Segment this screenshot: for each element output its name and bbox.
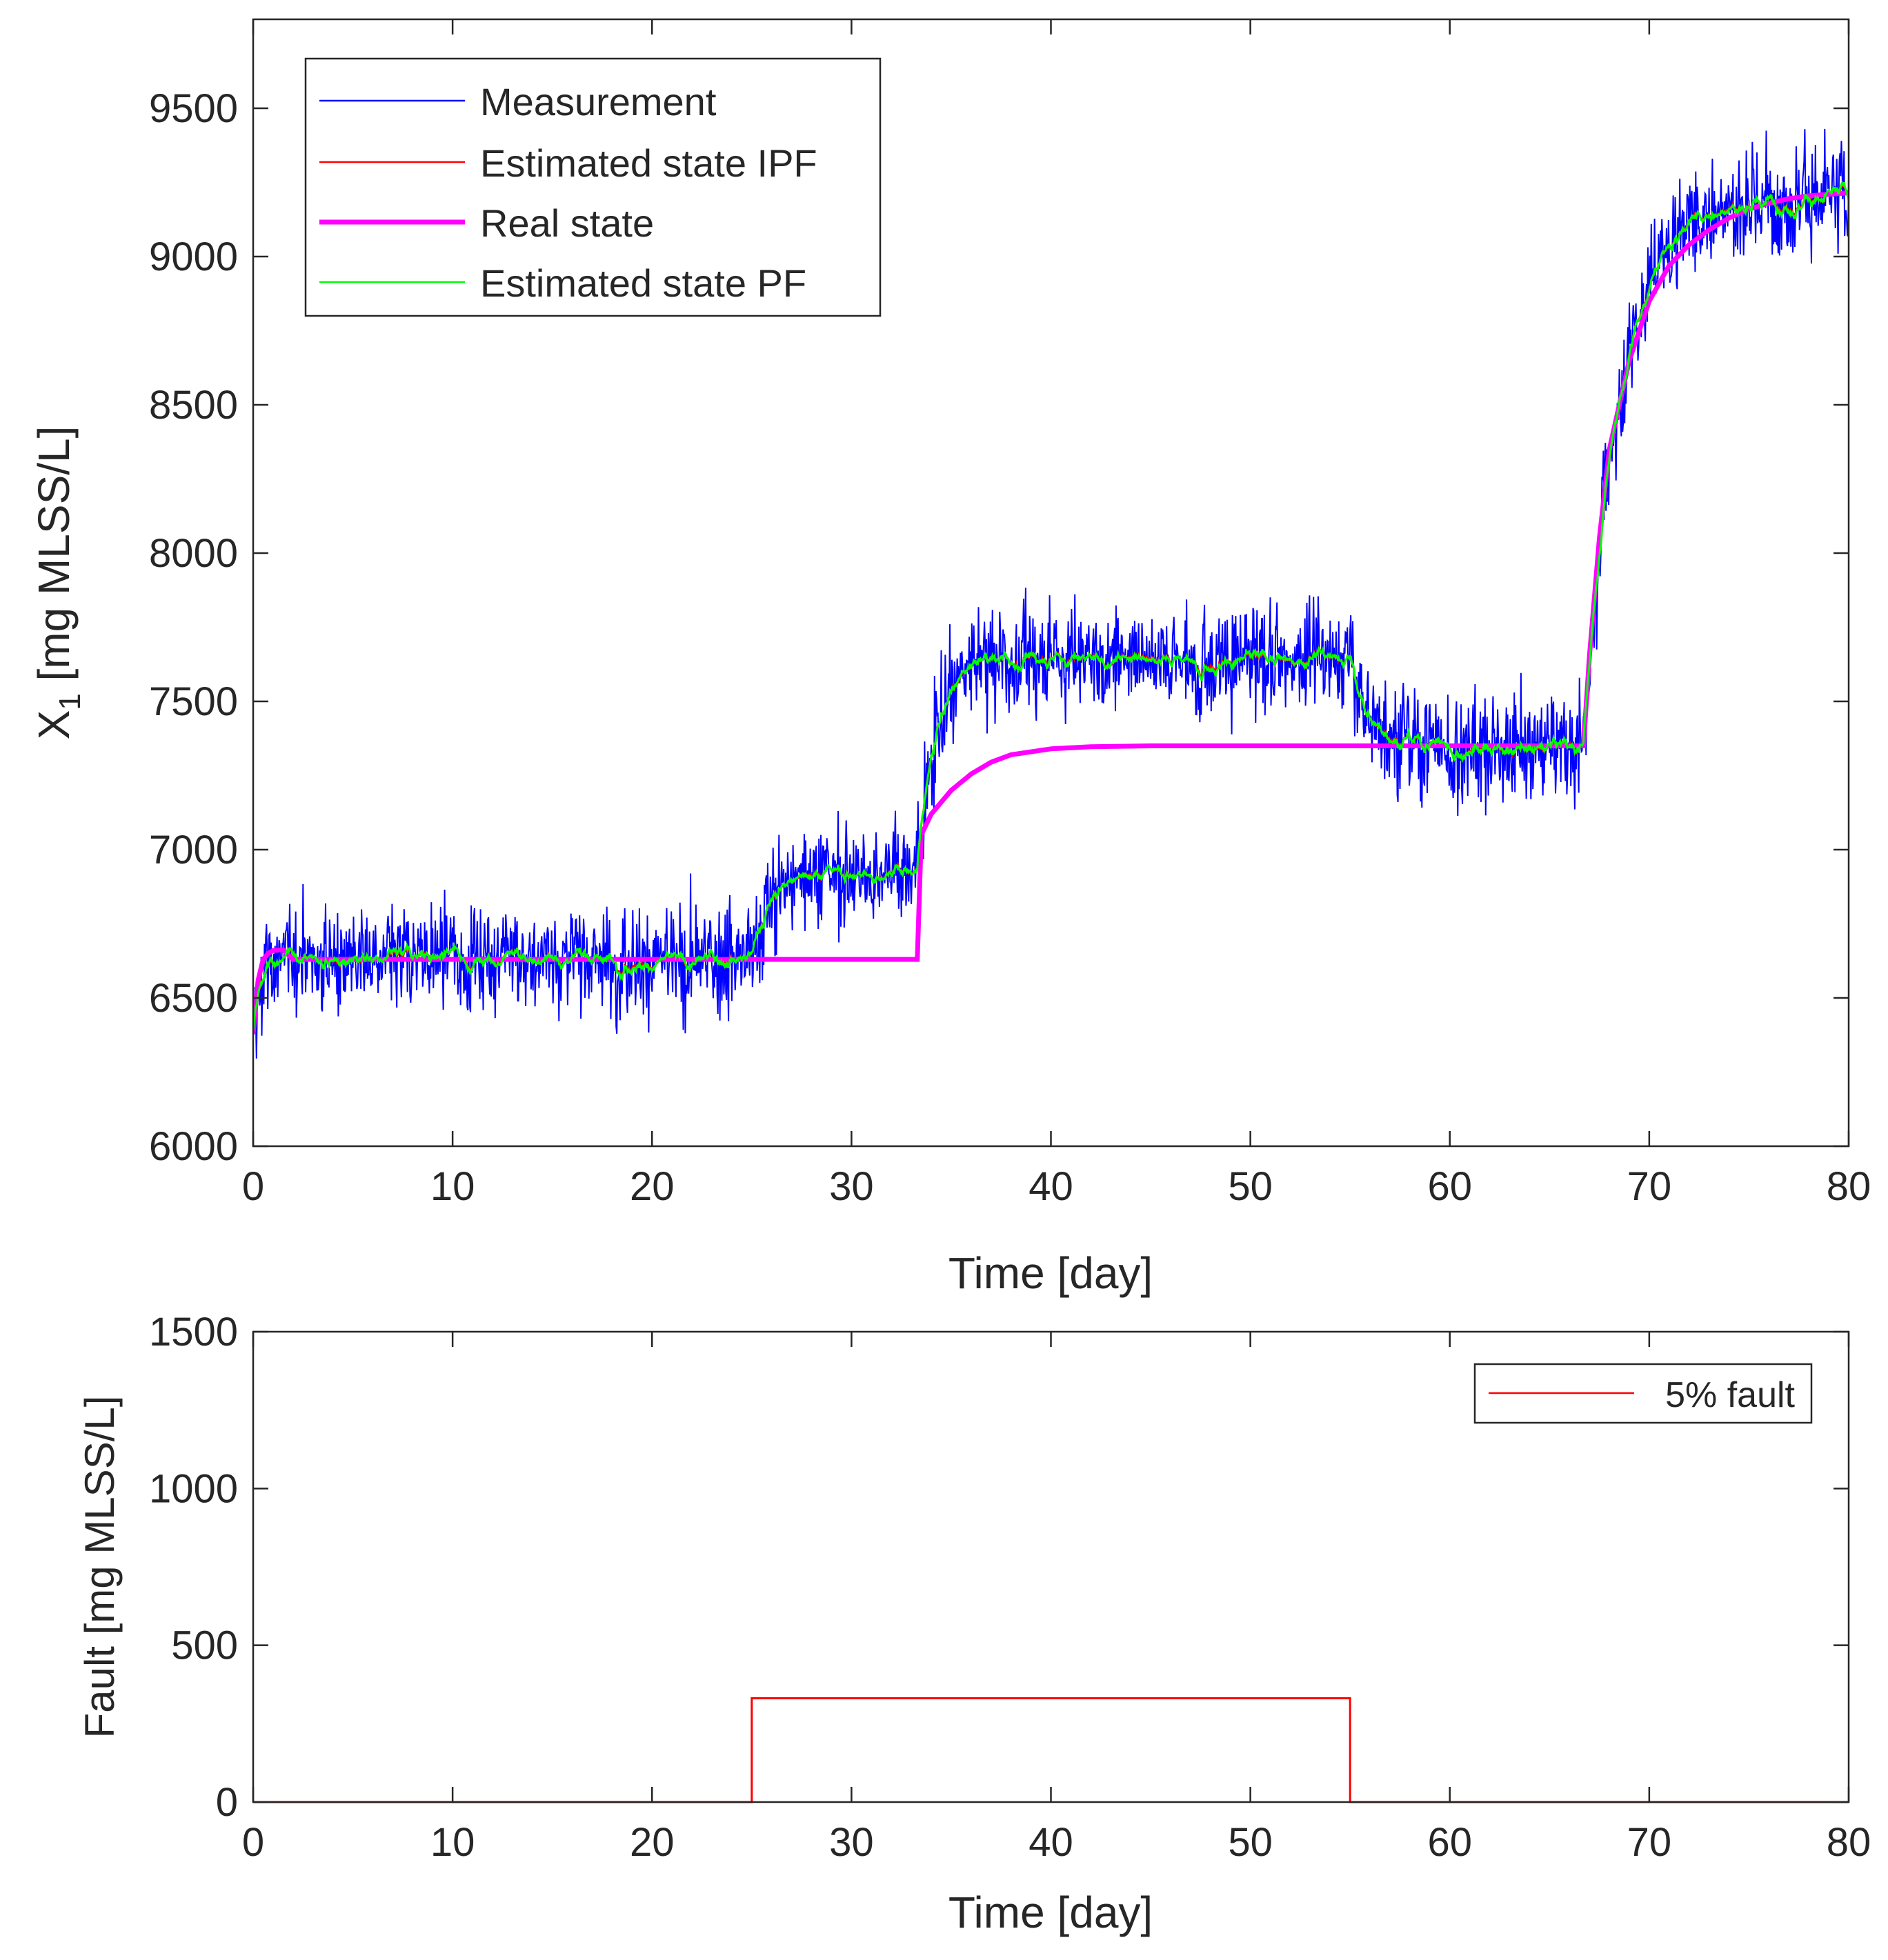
legend-label-pf: Estimated state PF [480, 261, 806, 305]
top-legend: Measurement Estimated state IPF Real sta… [304, 57, 882, 317]
top-y-tick-label: 6000 [149, 1124, 238, 1169]
bottom-x-tick-label: 40 [1029, 1820, 1073, 1865]
top-plot-panel: 0 10 20 30 40 50 60 70 80 6000 6500 7000 7500 8000 85… [29, 18, 1871, 1298]
estimated-pf-series-line [253, 180, 1849, 1031]
bottom-x-tick-label: 10 [430, 1820, 475, 1865]
top-x-tick-label: 30 [829, 1164, 874, 1209]
top-x-tick-label: 60 [1427, 1164, 1472, 1209]
bottom-plot-panel: 0 10 20 30 40 50 60 70 80 0 500 1000 1500 Time [day… [77, 1310, 1871, 1937]
top-x-tick-label: 10 [430, 1164, 475, 1209]
top-y-tick-label: 9500 [149, 86, 238, 131]
legend-label-real: Real state [480, 201, 654, 245]
legend-label-measurement: Measurement [480, 80, 717, 123]
top-y-tick-label: 8000 [149, 531, 238, 576]
legend-label-ipf: Estimated state IPF [480, 141, 817, 185]
top-y-axis-label: X1 [mg MLSS/L] [29, 426, 87, 740]
top-y-tick-label: 8500 [149, 383, 238, 428]
bottom-x-axis-label: Time [day] [948, 1888, 1153, 1937]
bottom-y-tick-label: 500 [171, 1623, 238, 1668]
bottom-y-axis: 0 500 1000 1500 [149, 1310, 1849, 1825]
top-x-tick-label: 40 [1029, 1164, 1073, 1209]
bottom-x-tick-label: 30 [829, 1820, 874, 1865]
bottom-y-tick-label: 1000 [149, 1466, 238, 1511]
bottom-x-tick-label: 80 [1827, 1820, 1871, 1865]
bottom-y-tick-label: 0 [216, 1780, 238, 1825]
bottom-x-axis: 0 10 20 30 40 50 60 70 80 [242, 1332, 1871, 1865]
bottom-x-tick-label: 70 [1627, 1820, 1672, 1865]
bottom-x-tick-label: 50 [1228, 1820, 1273, 1865]
bottom-y-tick-label: 1500 [149, 1310, 238, 1354]
top-x-tick-label: 80 [1827, 1164, 1871, 1209]
real-state-series-line [253, 190, 1849, 1034]
top-y-axis: 6000 6500 7000 7500 8000 8500 9000 9500 [149, 86, 1849, 1169]
top-y-tick-label: 9000 [149, 234, 238, 279]
legend-label-fault: 5% fault [1665, 1375, 1795, 1415]
bottom-x-tick-label: 60 [1427, 1820, 1472, 1865]
top-x-axis-label: Time [day] [948, 1248, 1153, 1298]
top-x-tick-label: 0 [242, 1164, 264, 1209]
top-y-tick-label: 7500 [149, 679, 238, 724]
bottom-x-tick-label: 0 [242, 1820, 264, 1865]
bottom-legend: 5% fault [1473, 1363, 1813, 1424]
top-x-tick-label: 70 [1627, 1164, 1672, 1209]
top-x-tick-label: 50 [1228, 1164, 1273, 1209]
top-y-tick-label: 7000 [149, 828, 238, 872]
top-x-axis: 0 10 20 30 40 50 60 70 80 [242, 19, 1871, 1209]
bottom-y-axis-label: Fault [mg MLSS/L] [77, 1396, 123, 1739]
top-x-tick-label: 20 [630, 1164, 675, 1209]
top-y-tick-label: 6500 [149, 976, 238, 1021]
bottom-x-tick-label: 20 [630, 1820, 675, 1865]
